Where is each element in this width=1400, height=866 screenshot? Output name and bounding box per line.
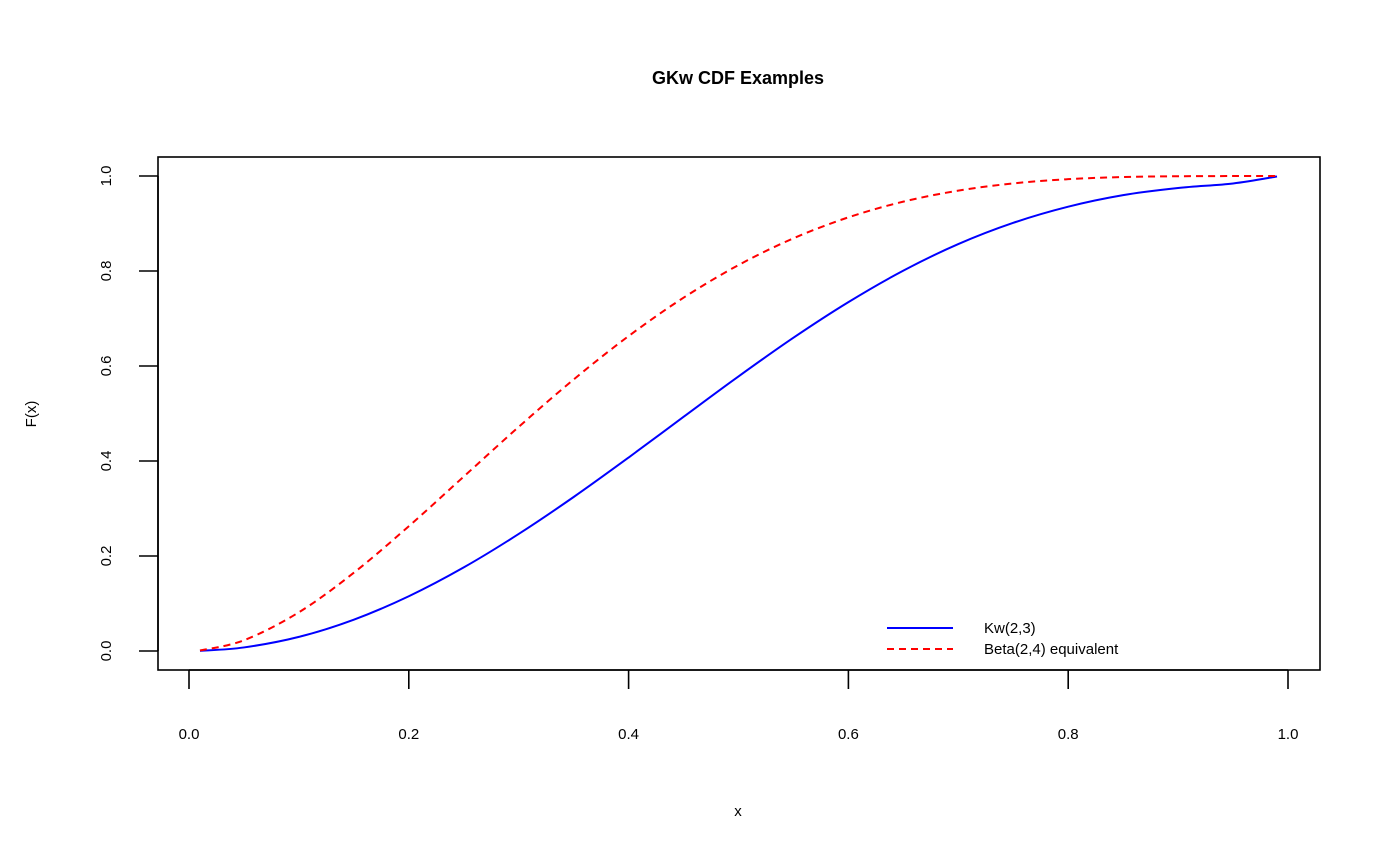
series-line-1 bbox=[199, 175, 1278, 652]
x-tick-label: 1.0 bbox=[1278, 726, 1299, 743]
y-tick-label: 0.0 bbox=[98, 641, 115, 662]
series-line-2 bbox=[199, 175, 1278, 652]
y-tick-label: 0.8 bbox=[98, 261, 115, 282]
x-axis: 0.0 0.2 0.4 0.6 0.8 1.0 bbox=[179, 669, 1299, 743]
y-tick-label: 0.2 bbox=[98, 546, 115, 567]
legend-label-1: Kw(2,3) bbox=[984, 620, 1036, 637]
y-tick-label: 0.6 bbox=[98, 356, 115, 377]
x-tick-label: 0.8 bbox=[1058, 726, 1079, 743]
y-axis-label: F(x) bbox=[23, 401, 40, 428]
legend: Kw(2,3) Beta(2,4) equivalent bbox=[887, 620, 1119, 658]
y-tick-label: 0.4 bbox=[98, 451, 115, 472]
x-tick-label: 0.0 bbox=[179, 726, 200, 743]
x-axis-label: x bbox=[734, 803, 742, 820]
x-tick-label: 0.6 bbox=[838, 726, 859, 743]
x-tick-label: 0.2 bbox=[398, 726, 419, 743]
plot-frame bbox=[157, 156, 1321, 671]
x-tick-label: 0.4 bbox=[618, 726, 639, 743]
y-tick-label: 1.0 bbox=[98, 166, 115, 187]
chart-title: GKw CDF Examples bbox=[652, 68, 824, 88]
y-axis: 0.0 0.2 0.4 0.6 0.8 1.0 bbox=[98, 166, 159, 662]
series-layer bbox=[199, 175, 1278, 652]
legend-label-2: Beta(2,4) equivalent bbox=[984, 641, 1119, 658]
